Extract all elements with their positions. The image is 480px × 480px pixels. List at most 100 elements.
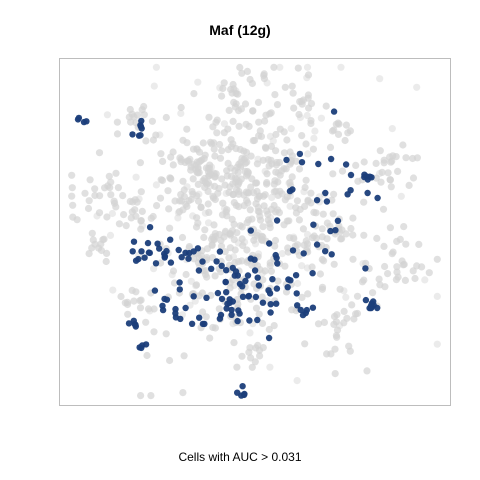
highlighted-cell-point	[185, 255, 192, 262]
background-cell-point	[208, 235, 216, 243]
background-cell-point	[152, 63, 160, 71]
background-cell-point	[233, 229, 241, 237]
background-cell-point	[81, 189, 89, 197]
background-cell-point	[211, 172, 219, 181]
background-cell-point	[189, 212, 197, 220]
background-cell-point	[137, 225, 145, 233]
background-cell-point	[301, 202, 309, 210]
background-cell-point	[190, 255, 198, 263]
background-cell-point	[150, 328, 158, 336]
background-cell-point	[258, 269, 266, 277]
highlighted-cell-point	[362, 296, 370, 304]
background-cell-point	[112, 203, 120, 211]
background-cell-point	[363, 367, 371, 375]
background-cell-point	[330, 320, 338, 328]
background-cell-point	[197, 252, 205, 260]
highlighted-cell-point	[328, 251, 335, 258]
background-cell-point	[248, 175, 256, 183]
background-cell-point	[68, 171, 76, 179]
background-cell-point	[166, 356, 174, 365]
background-cell-point	[310, 208, 318, 216]
highlighted-cell-point	[334, 217, 342, 224]
highlighted-cell-point	[178, 254, 185, 261]
background-cell-point	[309, 145, 317, 153]
background-cell-point	[381, 262, 389, 271]
background-cell-point	[215, 305, 223, 313]
background-cell-point	[164, 187, 172, 195]
background-cell-point	[281, 262, 289, 270]
background-cell-point	[109, 286, 117, 294]
background-cell-point	[238, 352, 246, 360]
background-cell-point	[194, 180, 202, 188]
background-cell-point	[115, 220, 123, 228]
background-cell-point	[266, 132, 274, 140]
background-cell-point	[233, 163, 241, 171]
background-cell-point	[286, 202, 294, 210]
background-cell-point	[241, 238, 249, 246]
background-cell-point	[127, 214, 135, 222]
background-cell-point	[267, 214, 275, 222]
background-cell-point	[230, 236, 238, 244]
background-cell-point	[286, 178, 294, 187]
background-cell-point	[246, 206, 254, 214]
background-cell-point	[303, 74, 311, 82]
background-cell-point	[336, 322, 344, 330]
background-cell-point	[283, 193, 291, 201]
background-cell-point	[267, 109, 275, 117]
background-cell-point	[274, 169, 282, 177]
background-cell-point	[169, 161, 177, 169]
background-cell-point	[334, 130, 343, 138]
background-cell-point	[268, 160, 276, 168]
highlighted-cell-point	[368, 174, 375, 181]
background-cell-point	[138, 207, 146, 215]
background-cell-point	[360, 158, 368, 166]
background-cell-point	[398, 257, 406, 265]
background-cell-point	[211, 195, 219, 204]
background-cell-point	[128, 286, 136, 294]
background-cell-point	[433, 255, 441, 263]
highlighted-cell-point	[267, 309, 274, 316]
background-cell-point	[320, 318, 328, 326]
background-cell-point	[345, 342, 353, 350]
background-cell-point	[396, 235, 404, 243]
highlighted-cell-point	[300, 250, 307, 257]
highlighted-cell-point	[196, 314, 203, 321]
highlighted-cell-point	[129, 131, 136, 138]
background-cell-point	[146, 307, 154, 315]
background-cell-point	[225, 254, 233, 262]
background-cell-point	[360, 276, 368, 284]
background-cell-point	[150, 82, 158, 90]
highlighted-cell-point	[245, 292, 253, 300]
background-cell-point	[182, 270, 190, 279]
background-cell-point	[267, 205, 276, 213]
background-cell-point	[283, 136, 291, 144]
background-cell-point	[259, 344, 267, 352]
background-cell-point	[252, 304, 261, 312]
highlighted-cell-point	[161, 253, 169, 260]
background-cell-point	[120, 211, 128, 219]
background-cell-point	[302, 140, 310, 148]
highlighted-cell-point	[199, 258, 206, 265]
background-cell-point	[206, 334, 214, 342]
background-cell-point	[254, 98, 263, 106]
background-cell-point	[150, 305, 158, 313]
background-cell-point	[381, 283, 389, 291]
highlighted-cell-point	[175, 246, 182, 254]
background-cell-point	[183, 183, 191, 191]
highlighted-cell-point	[255, 282, 263, 289]
background-cell-point	[144, 305, 153, 313]
background-cell-point	[218, 92, 226, 100]
background-cell-point	[262, 144, 270, 152]
background-cell-point	[413, 83, 421, 91]
background-cell-point	[113, 130, 122, 138]
background-cell-point	[292, 204, 300, 212]
highlighted-cell-point	[201, 320, 208, 328]
background-cell-point	[191, 165, 200, 173]
highlighted-cell-point	[244, 272, 252, 279]
background-cell-point	[248, 363, 256, 371]
background-cell-point	[183, 125, 191, 133]
background-cell-point	[218, 211, 227, 219]
background-cell-point	[156, 194, 165, 202]
background-cell-point	[295, 110, 303, 119]
background-cell-point	[240, 147, 248, 155]
